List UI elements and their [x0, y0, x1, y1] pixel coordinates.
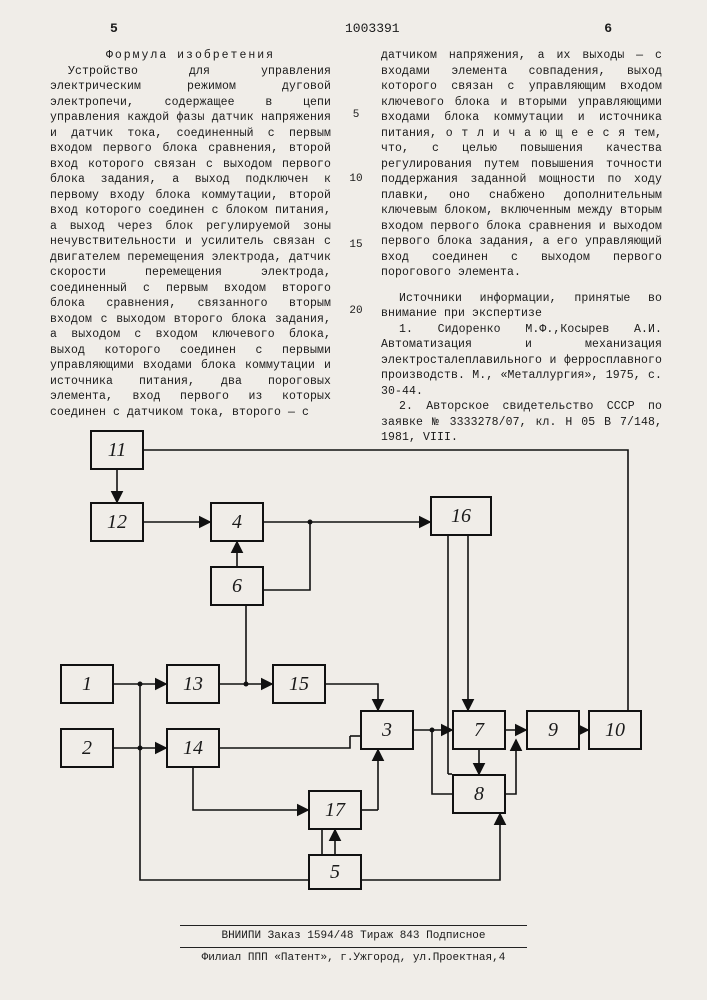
block-3: 3: [360, 710, 414, 750]
block-6: 6: [210, 566, 264, 606]
block-5: 5: [308, 854, 362, 890]
page-number-right: 6: [604, 20, 612, 38]
page-number-left: 5: [110, 20, 118, 38]
gutter-mark: 20: [349, 304, 362, 319]
sources-title: Источники информации, принятые во вниман…: [381, 291, 662, 322]
source-1: 1. Сидоренко М.Ф.,Косырев А.И. Автоматиз…: [381, 322, 662, 400]
block-15: 15: [272, 664, 326, 704]
header: 5 1003391 6: [50, 20, 662, 48]
block-8: 8: [452, 774, 506, 814]
block-4: 4: [210, 502, 264, 542]
block-10: 10: [588, 710, 642, 750]
block-13: 13: [166, 664, 220, 704]
left-column: Формула изобретения Устройство для управ…: [50, 48, 331, 446]
footer: ВНИИПИ Заказ 1594/48 Тираж 843 Подписное…: [0, 922, 707, 966]
right-column: датчиком напряжения, а их выходы — с вхо…: [381, 48, 662, 446]
block-2: 2: [60, 728, 114, 768]
block-1: 1: [60, 664, 114, 704]
text-columns: Формула изобретения Устройство для управ…: [50, 48, 662, 446]
right-body-1: датчиком напряжения, а их выходы — с вхо…: [381, 48, 662, 281]
block-9: 9: [526, 710, 580, 750]
gutter-mark: 15: [349, 238, 362, 253]
block-7: 7: [452, 710, 506, 750]
gutter-mark: 5: [353, 108, 360, 123]
block-17: 17: [308, 790, 362, 830]
left-body: Устройство для управления электрическим …: [50, 64, 331, 421]
block-11: 11: [90, 430, 144, 470]
gutter-mark: 10: [349, 172, 362, 187]
formula-title: Формула изобретения: [50, 48, 331, 64]
footer-line-2: Филиал ППП «Патент», г.Ужгород, ул.Проек…: [0, 951, 707, 966]
block-14: 14: [166, 728, 220, 768]
footer-line-1: ВНИИПИ Заказ 1594/48 Тираж 843 Подписное: [0, 929, 707, 944]
block-diagram: 11 12 4 6 16 1 13 15 2 14 3 7 9 10 8 17 …: [60, 430, 630, 890]
block-16: 16: [430, 496, 492, 536]
document-number: 1003391: [345, 20, 400, 38]
line-number-gutter: 5 10 15 20: [349, 48, 363, 446]
block-12: 12: [90, 502, 144, 542]
